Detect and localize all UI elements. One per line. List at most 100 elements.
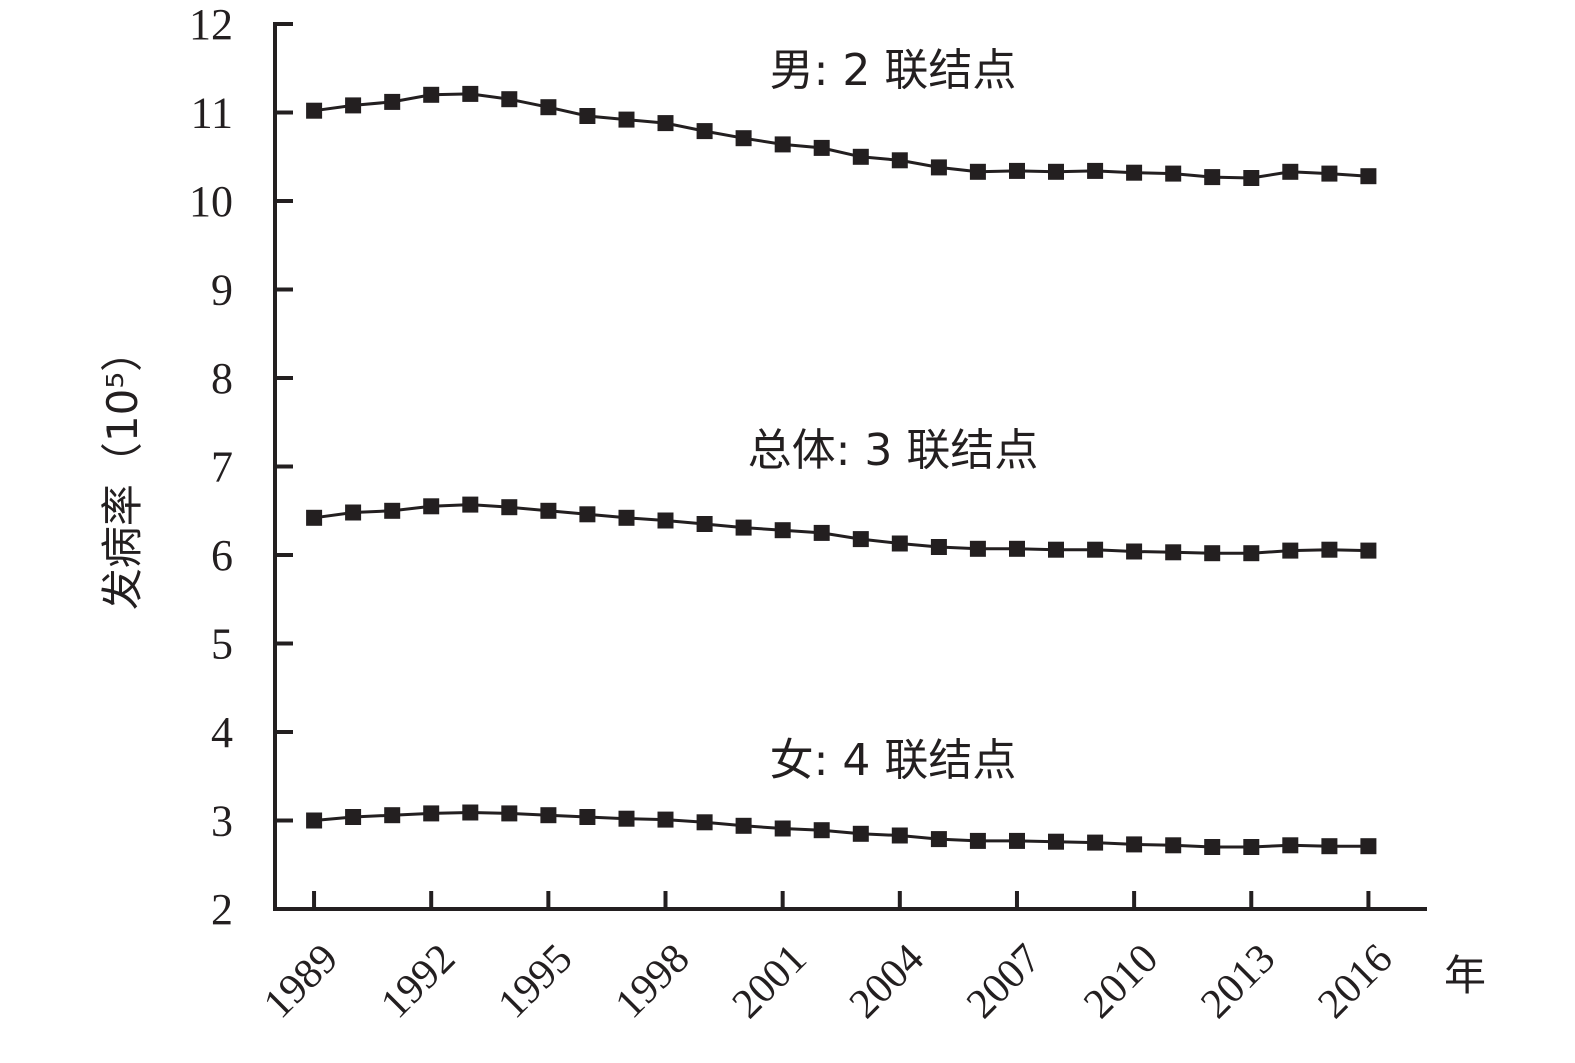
series-1 — [306, 496, 1377, 562]
x-tick-label: 2013 — [1192, 936, 1284, 1028]
data-point — [852, 531, 869, 548]
data-point — [1126, 543, 1143, 560]
data-point — [891, 152, 908, 169]
data-point — [1009, 832, 1025, 849]
data-point — [1282, 163, 1299, 180]
data-point — [696, 123, 713, 140]
data-point — [930, 831, 947, 848]
data-point — [1243, 170, 1260, 186]
data-point — [1282, 837, 1299, 854]
data-point — [930, 159, 947, 176]
series-2 — [306, 804, 1377, 855]
data-point — [618, 111, 635, 128]
data-point — [306, 102, 323, 119]
data-point — [969, 540, 986, 557]
y-axis-title: 发病率（10⁵） — [98, 330, 147, 610]
data-point — [1204, 169, 1221, 186]
x-tick-label: 1989 — [255, 936, 347, 1028]
data-point — [345, 97, 362, 114]
y-tick-label: 10 — [189, 177, 233, 226]
data-point — [657, 512, 674, 529]
data-point — [891, 535, 908, 552]
y-tick-label: 4 — [211, 708, 233, 757]
data-point — [930, 539, 947, 555]
series-annotation: 女: 4 联结点 — [770, 735, 1017, 786]
data-point — [657, 115, 674, 132]
data-point — [657, 811, 674, 828]
data-point — [1009, 540, 1025, 557]
data-point — [306, 812, 323, 829]
y-tick-label: 11 — [191, 89, 233, 138]
data-point — [1087, 541, 1104, 558]
data-point — [618, 509, 635, 526]
x-tick-label: 2010 — [1075, 936, 1167, 1028]
x-tick-label: 2007 — [958, 936, 1050, 1028]
data-point — [1048, 833, 1064, 850]
series-line — [313, 810, 1369, 849]
data-point — [774, 820, 791, 837]
data-point — [579, 108, 596, 124]
data-point — [1087, 162, 1104, 179]
data-point — [384, 93, 401, 110]
data-point — [1360, 168, 1377, 185]
data-point — [813, 822, 830, 839]
data-point — [852, 825, 869, 842]
data-point — [423, 498, 440, 515]
data-point — [462, 496, 479, 513]
data-point — [1321, 541, 1338, 558]
data-point — [462, 804, 479, 821]
data-point — [696, 814, 713, 831]
data-point — [306, 509, 323, 526]
data-point — [345, 809, 362, 825]
data-point — [969, 163, 986, 180]
series-annotation: 男: 2 联结点 — [770, 45, 1017, 96]
y-tick-label: 8 — [211, 354, 233, 403]
series-group — [306, 85, 1377, 855]
data-point — [501, 91, 518, 108]
data-point — [1243, 839, 1260, 855]
data-point — [462, 85, 479, 102]
data-point — [501, 805, 518, 822]
x-tick-label: 2004 — [841, 936, 933, 1028]
data-point — [891, 827, 908, 844]
data-point — [1165, 165, 1182, 182]
data-point — [813, 524, 830, 541]
data-point — [345, 504, 362, 521]
data-point — [1204, 839, 1221, 855]
x-tick-label: 1998 — [607, 936, 699, 1028]
x-tick-label: 2001 — [724, 936, 816, 1028]
data-point — [1321, 838, 1338, 855]
data-point — [1126, 836, 1143, 853]
y-axis-ticks: 2 3 4 5 6 7 8 9 10 11 12 — [189, 0, 293, 934]
data-point — [1360, 542, 1377, 559]
y-tick-label: 3 — [211, 797, 233, 846]
y-tick-label: 7 — [211, 443, 233, 492]
x-axis-unit-label: 年 — [1444, 951, 1486, 1000]
data-point — [735, 130, 752, 147]
data-point — [1126, 164, 1143, 181]
x-tick-label: 2016 — [1310, 936, 1402, 1028]
y-tick-label: 5 — [211, 620, 233, 669]
data-point — [501, 499, 518, 516]
data-point — [1009, 162, 1025, 179]
data-point — [696, 516, 713, 532]
data-point — [1165, 544, 1182, 561]
data-point — [1360, 838, 1377, 855]
data-point — [969, 832, 986, 849]
series-annotation: 总体: 3 联结点 — [748, 425, 1039, 476]
data-point — [1048, 163, 1064, 180]
y-tick-label: 12 — [189, 0, 233, 49]
x-tick-label: 1992 — [372, 936, 464, 1028]
data-point — [579, 809, 596, 825]
data-point — [774, 522, 791, 539]
data-point — [1048, 541, 1064, 558]
data-point — [540, 502, 557, 519]
data-point — [1282, 542, 1299, 559]
series-0 — [306, 85, 1377, 186]
data-point — [423, 86, 440, 103]
data-point — [540, 99, 557, 116]
series-line — [313, 503, 1369, 555]
data-point — [774, 136, 791, 153]
